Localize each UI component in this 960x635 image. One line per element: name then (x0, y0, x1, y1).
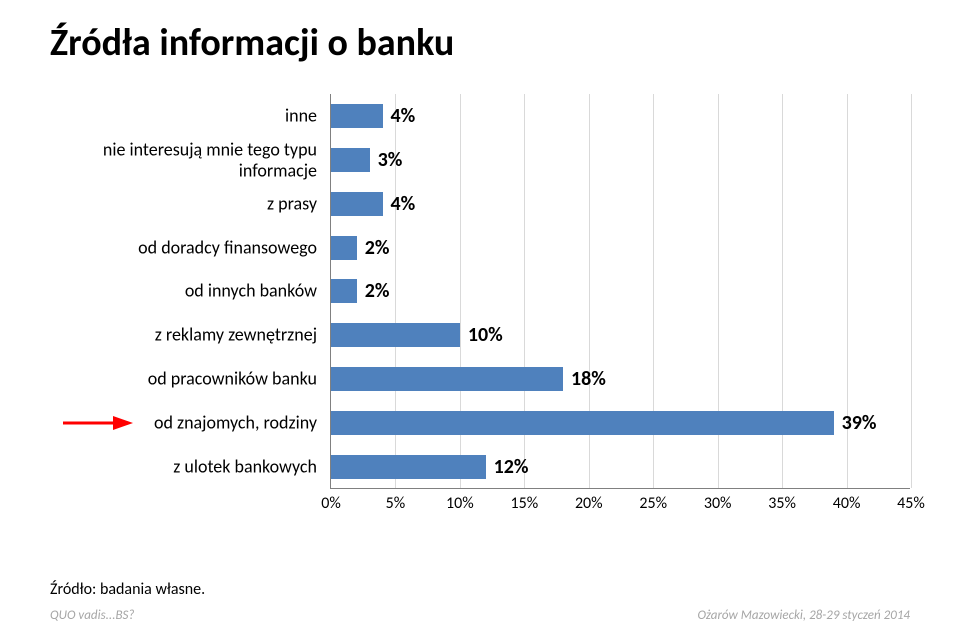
category-label: z reklamy zewnętrznej (47, 325, 317, 346)
x-tick-label: 30% (704, 494, 732, 513)
slide-title: Źródła informacji o banku (50, 20, 910, 66)
bar (331, 104, 383, 128)
chart-row: od znajomych, rodziny39% (331, 401, 910, 445)
gridline (911, 94, 912, 488)
category-label: inne (47, 106, 317, 127)
category-label: z ulotek bankowych (47, 457, 317, 478)
chart-row: inne4% (331, 94, 910, 138)
bar (331, 192, 383, 216)
x-tick-label: 35% (768, 494, 796, 513)
footer-left: QUO vadis...BS? (50, 608, 134, 623)
category-label: nie interesują mnie tego typu informacje (47, 139, 317, 180)
chart-row: od innych banków2% (331, 270, 910, 314)
bar (331, 367, 563, 391)
bar (331, 236, 357, 260)
footer-right: Ożarów Mazowiecki, 28-29 styczeń 2014 (697, 608, 910, 623)
value-label: 3% (378, 148, 403, 172)
source-label: Źródło: badania własne. (50, 580, 205, 599)
category-label: od pracowników banku (47, 369, 317, 390)
chart-row: z reklamy zewnętrznej10% (331, 313, 910, 357)
value-label: 12% (494, 455, 529, 479)
category-label: od doradcy finansowego (47, 237, 317, 258)
bar (331, 455, 486, 479)
x-tick-label: 10% (446, 494, 474, 513)
chart-row: z ulotek bankowych12% (331, 445, 910, 489)
value-label: 4% (391, 104, 416, 128)
x-tick-label: 5% (386, 494, 406, 513)
value-label: 18% (571, 367, 606, 391)
category-label: z prasy (47, 193, 317, 214)
bar (331, 148, 370, 172)
plot-area: 0%5%10%15%20%25%30%35%40%45%inne4%nie in… (330, 94, 910, 489)
value-label: 10% (468, 323, 503, 347)
x-tick-label: 45% (897, 494, 925, 513)
bar (331, 279, 357, 303)
chart-row: z prasy4% (331, 182, 910, 226)
highlight-arrow-icon (63, 414, 133, 432)
value-label: 4% (391, 192, 416, 216)
value-label: 39% (842, 411, 877, 435)
chart-row: nie interesują mnie tego typu informacje… (331, 138, 910, 182)
x-tick-label: 25% (639, 494, 667, 513)
category-label: od innych banków (47, 281, 317, 302)
x-tick-label: 20% (575, 494, 603, 513)
bar (331, 411, 834, 435)
value-label: 2% (365, 236, 390, 260)
x-tick-label: 0% (321, 494, 341, 513)
bar (331, 323, 460, 347)
x-tick-label: 15% (511, 494, 539, 513)
x-tick-label: 40% (833, 494, 861, 513)
value-label: 2% (365, 279, 390, 303)
chart-row: od pracowników banku18% (331, 357, 910, 401)
slide: Źródła informacji o banku 0%5%10%15%20%2… (0, 0, 960, 635)
chart-row: od doradcy finansowego2% (331, 226, 910, 270)
bar-chart: 0%5%10%15%20%25%30%35%40%45%inne4%nie in… (330, 94, 880, 524)
